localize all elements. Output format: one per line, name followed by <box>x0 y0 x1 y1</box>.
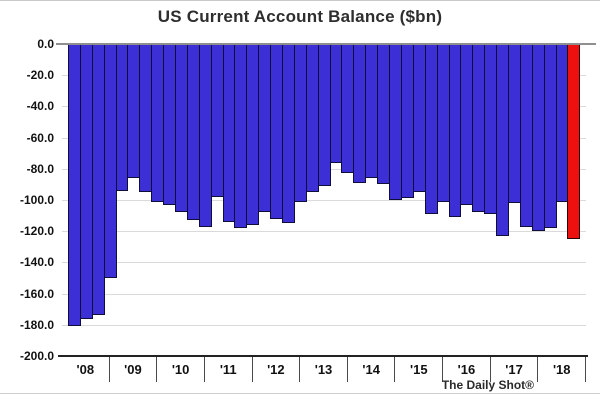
bar-2018-q3-highlighted <box>567 44 581 239</box>
gridline <box>62 200 586 201</box>
bars-container <box>62 44 586 356</box>
x-year-cell: '15 <box>395 356 444 382</box>
x-year-cell: '11 <box>205 356 253 382</box>
x-year-cell: '13 <box>300 356 348 382</box>
gridline <box>62 324 586 326</box>
y-tick-label: 0.0 <box>37 37 54 51</box>
x-year-label: '09 <box>124 361 142 377</box>
x-year-label: '11 <box>219 361 237 377</box>
x-year-cell: '12 <box>253 356 301 382</box>
x-year-label: '17 <box>505 361 523 377</box>
plot-area <box>62 44 586 356</box>
x-year-label: '16 <box>457 361 476 377</box>
x-year-cell: '17 <box>491 356 539 382</box>
x-year-cell: '09 <box>110 356 158 382</box>
y-tick-label: -140.0 <box>19 255 54 270</box>
x-year-cell: '16 <box>443 356 491 382</box>
y-tick-label: -100.0 <box>19 193 54 207</box>
gridline <box>62 231 586 233</box>
y-tick-label: -20.0 <box>26 68 54 83</box>
frame-line-bottom <box>0 393 600 394</box>
x-year-label: '15 <box>410 361 428 377</box>
x-year-label: '08 <box>76 361 95 377</box>
y-tick-label: -200.0 <box>19 349 54 363</box>
x-year-cell: '08 <box>62 356 110 382</box>
y-tick-label: -40.0 <box>26 99 54 114</box>
watermark-daily-shot: The Daily Shot® <box>441 378 534 392</box>
y-tick-label: -180.0 <box>19 317 54 332</box>
x-year-label: '10 <box>171 361 190 377</box>
y-tick-label: -160.0 <box>19 286 54 301</box>
y-tick-label: -60.0 <box>26 130 54 145</box>
x-year-label: '14 <box>362 361 380 377</box>
gridline <box>62 262 586 264</box>
frame-line-top <box>0 0 600 1</box>
y-axis: 0.0 -20.0 -40.0 -60.0 -80.0 -100.0 -120.0 -140.… <box>0 37 56 363</box>
x-year-label: '13 <box>314 361 333 377</box>
zero-axis-line <box>56 43 596 45</box>
x-axis-line <box>58 355 588 357</box>
x-year-label: '12 <box>267 361 285 377</box>
y-tick-label: -80.0 <box>26 161 54 176</box>
x-axis: '08 '09 '10 '11 '12 '13 '14 '15 '16 '17 '18 <box>62 356 587 382</box>
x-year-label: '18 <box>552 361 571 377</box>
gridline <box>62 293 586 295</box>
x-year-cell: '14 <box>348 356 396 382</box>
x-year-cell: '18 <box>538 356 587 382</box>
y-tick-label: -120.0 <box>19 224 54 239</box>
chart-title: US Current Account Balance ($bn) <box>157 7 443 26</box>
x-year-cell: '10 <box>157 356 205 382</box>
